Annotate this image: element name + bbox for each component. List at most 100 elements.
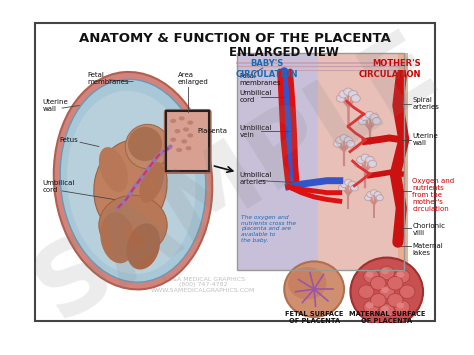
Ellipse shape (381, 287, 389, 293)
Ellipse shape (340, 181, 348, 187)
Ellipse shape (371, 277, 386, 290)
Bar (237, 53, 404, 271)
Ellipse shape (364, 300, 379, 314)
Ellipse shape (335, 142, 340, 146)
Ellipse shape (367, 158, 373, 162)
Ellipse shape (351, 185, 358, 191)
Text: Uterine
wall: Uterine wall (43, 99, 68, 112)
Text: Spiral
arteries: Spiral arteries (412, 97, 439, 110)
Text: Oxygen and
nutrients
from the
mother's
circulation: Oxygen and nutrients from the mother's c… (412, 178, 455, 212)
Bar (166, 111, 209, 171)
Text: FETAL SURFACE
OF PLACENTA: FETAL SURFACE OF PLACENTA (285, 311, 343, 323)
Ellipse shape (345, 179, 352, 186)
Ellipse shape (333, 140, 342, 147)
Ellipse shape (358, 118, 367, 125)
Ellipse shape (340, 135, 348, 141)
Ellipse shape (170, 119, 176, 123)
Text: SAMPLE: SAMPLE (19, 17, 456, 339)
Bar (237, 53, 319, 271)
Ellipse shape (360, 119, 365, 123)
Ellipse shape (352, 186, 357, 190)
Ellipse shape (381, 268, 389, 274)
Ellipse shape (367, 191, 374, 197)
Text: MATERNAL SURFACE
OF PLACENTA: MATERNAL SURFACE OF PLACENTA (348, 311, 425, 323)
Ellipse shape (388, 277, 403, 290)
Ellipse shape (183, 127, 189, 132)
Ellipse shape (361, 114, 370, 121)
Text: Placenta: Placenta (197, 128, 227, 134)
Ellipse shape (397, 302, 404, 308)
Ellipse shape (127, 223, 160, 269)
Ellipse shape (397, 272, 404, 278)
Ellipse shape (338, 96, 344, 101)
Text: Umbilical
arteries: Umbilical arteries (240, 171, 272, 185)
Ellipse shape (337, 138, 343, 142)
Ellipse shape (374, 119, 380, 123)
Ellipse shape (99, 195, 167, 255)
Ellipse shape (371, 115, 377, 119)
Ellipse shape (375, 193, 380, 196)
Ellipse shape (346, 180, 351, 184)
Ellipse shape (54, 72, 212, 289)
Ellipse shape (179, 116, 185, 120)
Ellipse shape (361, 154, 370, 161)
Ellipse shape (170, 137, 176, 142)
Ellipse shape (358, 285, 374, 299)
Ellipse shape (345, 89, 351, 94)
Ellipse shape (100, 213, 135, 263)
Ellipse shape (174, 129, 181, 133)
Ellipse shape (350, 258, 423, 326)
Ellipse shape (348, 91, 358, 98)
Text: Area
enlarged: Area enlarged (177, 72, 208, 85)
Text: BABY'S
CIRCULATION: BABY'S CIRCULATION (236, 59, 299, 79)
Ellipse shape (388, 294, 403, 307)
Ellipse shape (370, 114, 379, 121)
Ellipse shape (365, 195, 372, 201)
Ellipse shape (288, 267, 327, 299)
Ellipse shape (368, 160, 377, 168)
Ellipse shape (342, 182, 347, 186)
Ellipse shape (394, 300, 410, 314)
Ellipse shape (363, 155, 368, 160)
Text: Uterine
wall: Uterine wall (412, 133, 438, 146)
Ellipse shape (187, 133, 193, 137)
Ellipse shape (139, 162, 164, 203)
Text: Maternal
lakes: Maternal lakes (412, 242, 443, 256)
Text: Fetal
membranes: Fetal membranes (88, 72, 129, 85)
Text: Fetus: Fetus (60, 137, 78, 143)
Ellipse shape (376, 195, 383, 201)
Ellipse shape (379, 285, 394, 299)
Ellipse shape (400, 285, 415, 299)
Ellipse shape (366, 196, 371, 200)
Ellipse shape (350, 92, 356, 97)
Text: Umbilical
vein: Umbilical vein (240, 125, 272, 138)
Ellipse shape (339, 186, 345, 190)
Ellipse shape (379, 266, 394, 280)
Ellipse shape (181, 139, 187, 143)
Ellipse shape (336, 94, 346, 102)
Ellipse shape (362, 115, 368, 119)
Ellipse shape (94, 140, 167, 233)
FancyBboxPatch shape (164, 110, 211, 173)
Ellipse shape (356, 156, 365, 164)
Ellipse shape (338, 185, 346, 191)
Ellipse shape (344, 88, 353, 96)
Ellipse shape (60, 79, 206, 282)
Ellipse shape (374, 191, 381, 197)
Ellipse shape (344, 137, 352, 143)
Ellipse shape (372, 191, 376, 195)
Ellipse shape (346, 138, 351, 142)
Text: Chorionic
villi: Chorionic villi (412, 223, 446, 236)
Ellipse shape (187, 120, 193, 125)
Text: Umbilical
cord: Umbilical cord (43, 180, 75, 193)
Ellipse shape (348, 142, 353, 146)
Ellipse shape (371, 294, 386, 307)
Ellipse shape (348, 181, 356, 187)
Ellipse shape (370, 162, 375, 166)
Ellipse shape (365, 111, 374, 119)
Ellipse shape (346, 140, 355, 147)
Ellipse shape (340, 92, 346, 97)
Text: Fetal
membranes: Fetal membranes (240, 73, 282, 86)
Ellipse shape (176, 148, 182, 152)
Ellipse shape (365, 156, 374, 164)
